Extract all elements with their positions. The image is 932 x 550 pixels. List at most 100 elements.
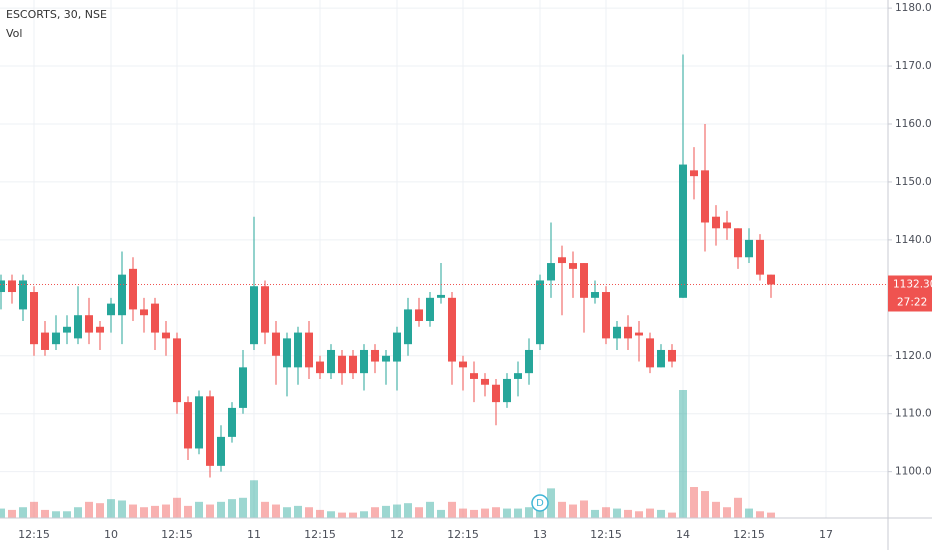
candle-body <box>734 228 742 258</box>
candle-body <box>415 309 423 321</box>
x-tick-label: 12:15 <box>447 528 479 541</box>
y-tick-label: 1170.00 <box>895 60 932 72</box>
volume-bar <box>305 507 313 518</box>
volume-bar <box>426 501 434 518</box>
candle-body <box>679 164 687 298</box>
last-price-label: 1132.30 <box>893 278 932 290</box>
candles: D <box>0 54 888 512</box>
candle-body <box>206 396 214 466</box>
candle-body <box>624 326 632 339</box>
volume-bar <box>338 512 346 518</box>
volume-bar <box>316 509 324 518</box>
candle-body <box>690 170 698 177</box>
volume-bar <box>635 511 643 518</box>
volume-bar <box>371 507 379 518</box>
candle-body <box>0 280 5 293</box>
candle-body <box>492 384 500 403</box>
volume-bar <box>173 497 181 518</box>
candle-body <box>448 297 456 362</box>
candle-body <box>85 315 93 333</box>
volume-bar <box>470 509 478 518</box>
volume-bar <box>151 505 159 518</box>
volume-bar <box>646 508 654 518</box>
candle-body <box>437 294 445 298</box>
volume-bar <box>690 487 698 518</box>
volume-bar <box>184 505 192 518</box>
candle-body <box>756 239 764 275</box>
volume-bar <box>118 500 126 518</box>
x-tick-label: 11 <box>247 528 261 541</box>
candle-body <box>459 361 467 368</box>
y-tick-label: 1180.00 <box>895 2 932 14</box>
x-tick-label: 14 <box>676 528 690 541</box>
candle-body <box>635 332 643 336</box>
volume-bar <box>712 501 720 518</box>
volume-bar <box>404 503 412 518</box>
candle-body <box>382 355 390 362</box>
volume-bar <box>492 507 500 518</box>
candle-body <box>19 280 27 310</box>
volume-bar <box>624 509 632 518</box>
volume-bar <box>536 507 544 518</box>
volume-bar <box>96 503 104 518</box>
candle-body <box>525 349 533 374</box>
x-tick-label: 12:15 <box>18 528 50 541</box>
volume-bar <box>745 508 753 518</box>
volume-bar <box>679 390 687 518</box>
x-tick-label: 12:15 <box>161 528 193 541</box>
candle-body <box>514 373 522 379</box>
volume-bar <box>0 508 5 518</box>
candle-body <box>613 326 621 339</box>
volume-bar <box>129 504 137 518</box>
volume-bar <box>250 480 258 518</box>
candle-body <box>349 355 357 374</box>
volume-bar <box>382 505 390 518</box>
candle-body <box>327 349 335 374</box>
volume-bar <box>514 508 522 518</box>
volume-bar <box>657 509 665 518</box>
candle-body <box>41 332 49 350</box>
candle-body <box>74 315 82 339</box>
candle-body <box>701 170 709 223</box>
volume-bar <box>547 488 555 518</box>
candle-body <box>591 292 599 298</box>
volume-bar <box>360 511 368 518</box>
y-tick-label: 1100.00 <box>895 466 932 478</box>
volume-bar <box>195 501 203 518</box>
candle-body <box>668 349 676 362</box>
chart-title: ESCORTS, 30, NSE <box>6 8 107 21</box>
candle-body <box>239 367 247 408</box>
candle-body <box>371 349 379 362</box>
candle-body <box>536 280 544 345</box>
candle-body <box>151 303 159 333</box>
countdown-label: 27:22 <box>897 296 927 308</box>
candle-body <box>217 436 225 466</box>
axes: 1100.00 1110.00 1120.00 1140.00 1150.00 1160.… <box>18 2 932 541</box>
volume-bar <box>723 507 731 518</box>
volume-bar <box>701 491 709 518</box>
candle-body <box>360 349 368 374</box>
volume-bar <box>558 501 566 518</box>
volume-bar <box>448 501 456 518</box>
volume-bar <box>613 508 621 518</box>
x-tick-label: 12:15 <box>590 528 622 541</box>
candle-body <box>129 268 137 310</box>
candle-body <box>162 332 170 339</box>
dividend-marker <box>531 494 549 512</box>
volume-bar <box>602 507 610 518</box>
volume-bar <box>162 504 170 518</box>
volume-bar <box>41 509 49 518</box>
x-tick-label: 12 <box>390 528 404 541</box>
x-tick-label: 10 <box>104 528 118 541</box>
candle-body <box>426 297 434 321</box>
candle-body <box>118 274 126 316</box>
candle-body <box>745 239 753 258</box>
volume-bar <box>668 512 676 518</box>
volume-bar <box>349 512 357 518</box>
volume-bar <box>140 507 148 518</box>
volume-bar <box>327 511 335 518</box>
candle-body <box>261 286 269 333</box>
volume-bar <box>415 507 423 518</box>
x-tick-label: 13 <box>533 528 547 541</box>
